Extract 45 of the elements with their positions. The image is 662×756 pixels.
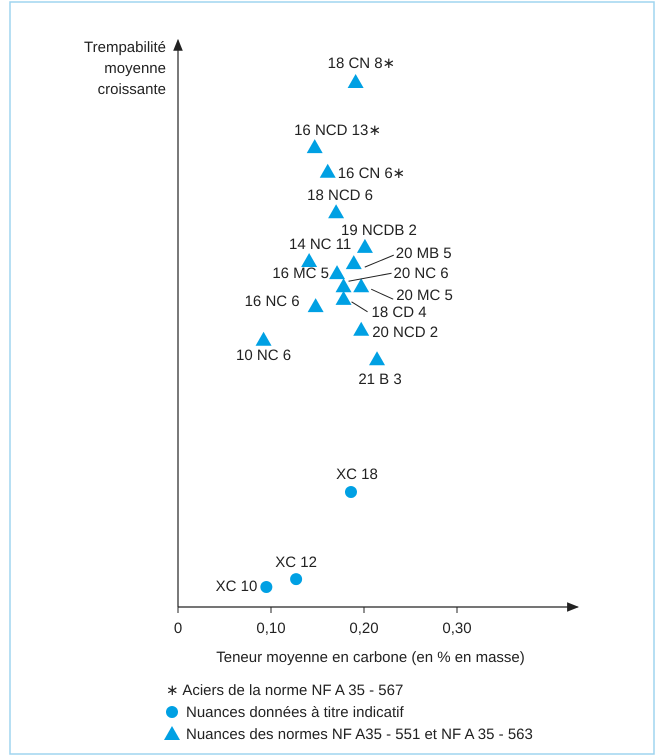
point [329, 265, 346, 280]
point [348, 74, 364, 88]
point [356, 238, 373, 253]
annotation: 16 NC 6 [244, 293, 300, 310]
point [344, 486, 357, 498]
annotation: 10 NC 6 [236, 346, 292, 364]
x-axis-title: Teneur moyenne en carbone (en % en masse) [216, 649, 525, 666]
point [346, 255, 362, 270]
text: ∗ Aciers de la norme NF A 35 - 567 [166, 682, 404, 699]
annotation: 16 NCD 13∗ [294, 122, 382, 140]
point [353, 322, 370, 336]
annotation: 18 CN 8∗ [328, 55, 396, 72]
point [353, 278, 370, 292]
annotation: XC 18 [336, 466, 378, 484]
point [369, 351, 386, 366]
x-tick-label: 0,30 [442, 620, 472, 637]
legend-label: Nuances données à titre indicatif [186, 704, 404, 721]
annotation: 18 CD 4 [372, 304, 427, 321]
annotation: 21 B 3 [358, 371, 402, 388]
annotation: 20 NCD 2 [372, 324, 438, 341]
annotation: 19 NCDB 2 [340, 222, 417, 239]
point [336, 278, 352, 292]
x-tick-label: 0 [174, 620, 182, 637]
annotation: 14 NC 11 [288, 236, 352, 254]
annotation: 18 NCD 6 [307, 187, 374, 204]
legend-label: Nuances des normes NF A35 - 551 et NF A 35 - 563 [186, 726, 533, 743]
point [320, 164, 336, 178]
annotation: 20 MB 5 [396, 245, 452, 262]
annotation: XC 10 [216, 578, 258, 596]
annotation: 16 CN 6∗ [338, 164, 406, 182]
point [301, 253, 318, 268]
x-tick-label: 0,10 [256, 620, 286, 637]
annotation: XC 12 [275, 554, 317, 572]
point [328, 204, 344, 218]
point [260, 581, 272, 594]
y-axis-title: Trempabilité moyenne croissante [84, 39, 166, 98]
point [256, 332, 272, 346]
x-tick-label: 0,20 [349, 620, 379, 637]
point [336, 290, 352, 305]
point [290, 573, 302, 586]
annotation: 20 MC 5 [396, 287, 453, 304]
point [308, 298, 324, 312]
point [306, 139, 323, 154]
annotation: 20 NC 6 [394, 265, 449, 282]
annotation: 16 MC 5 [272, 265, 330, 282]
